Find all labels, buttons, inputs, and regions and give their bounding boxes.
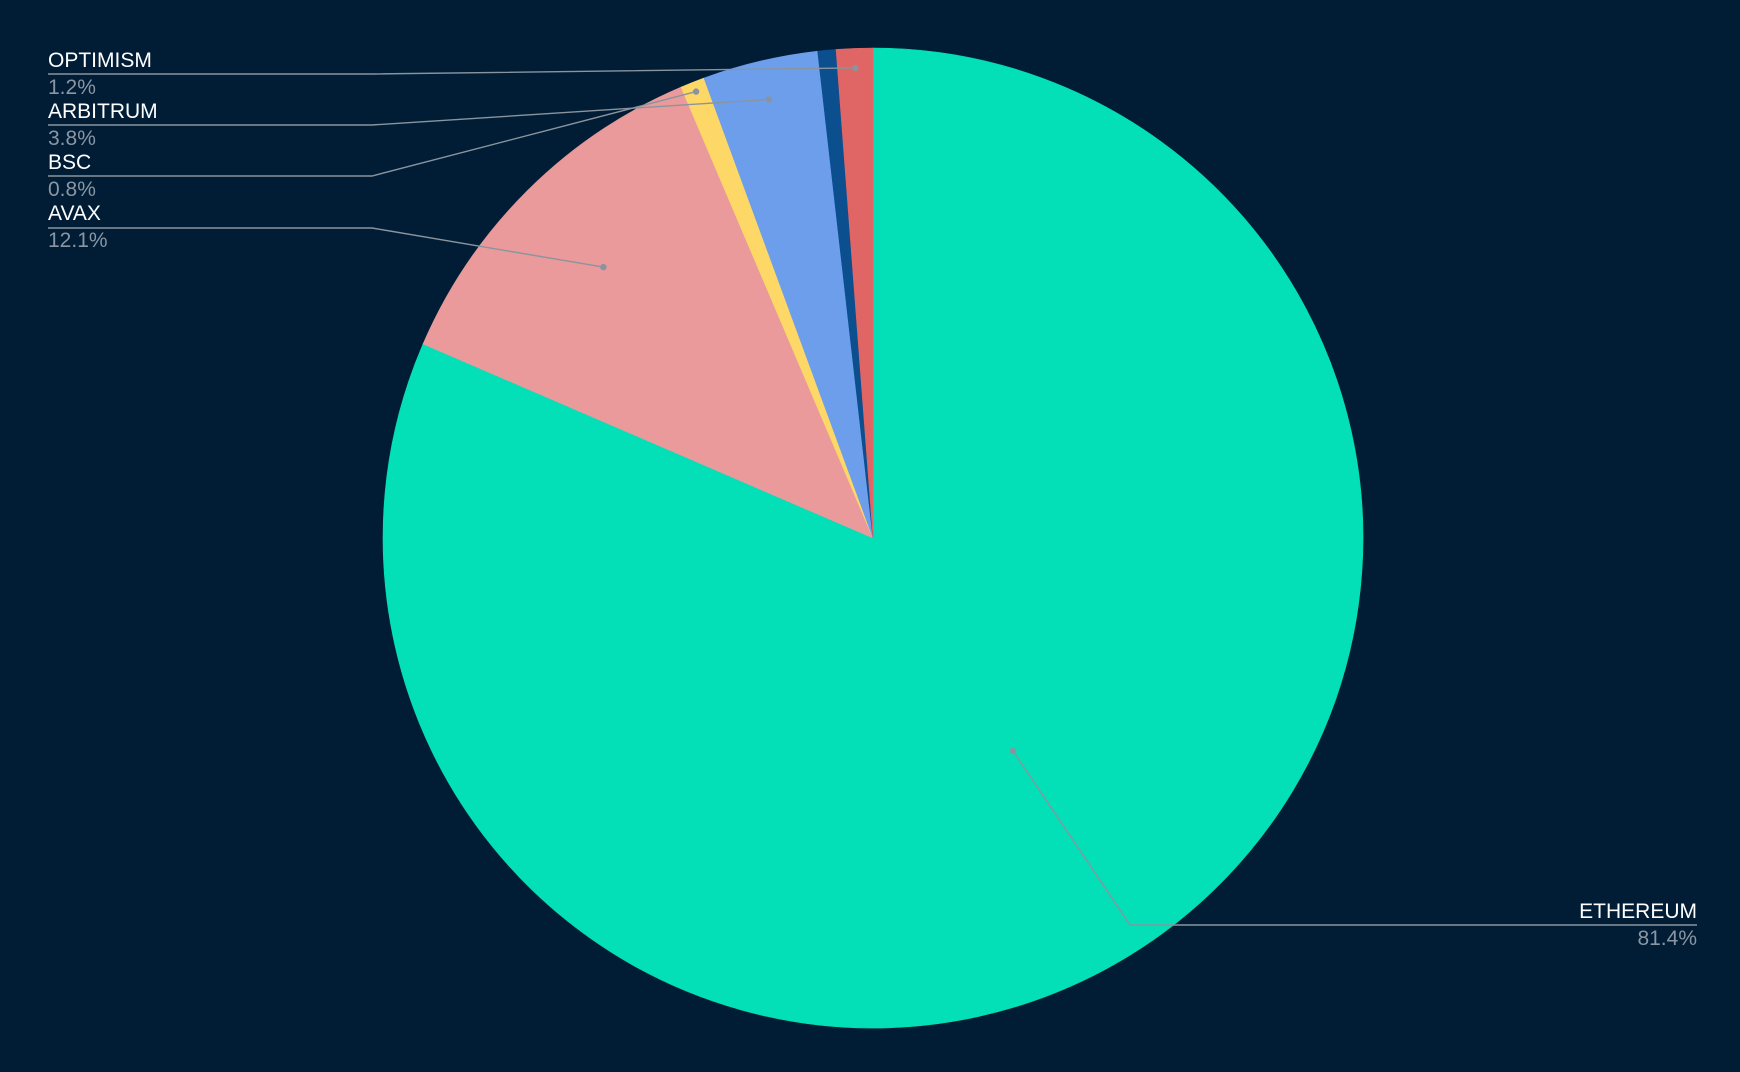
slice-percent-label-optimism: 1.2%: [48, 76, 96, 99]
leader-line-bsc: [48, 90, 697, 177]
slice-name-label-arbitrum: ARBITRUM: [48, 100, 158, 123]
leader-dot-bsc: [692, 88, 700, 95]
slice-labels: ETHEREUM 81.4% AVAX 12.1% BSC 0.8% ARBITRUM 3.8…: [48, 49, 1697, 950]
slice-percent-label-avax: 12.1%: [48, 229, 108, 252]
leader-dot-arbitrum: [765, 96, 773, 103]
pie-slice-optimism: [835, 47, 874, 539]
slice-name-label-ethereum: ETHEREUM: [1579, 900, 1697, 923]
slice-percent-label-arbitrum: 3.8%: [48, 127, 96, 150]
slice-percent-label-bsc: 0.8%: [48, 178, 96, 201]
pie-slice-ethereum: [382, 47, 1364, 1029]
leader-line-ethereum: [1012, 750, 1697, 926]
slice-name-label-bsc: BSC: [48, 151, 91, 174]
slice-percent-label-ethereum: 81.4%: [1637, 927, 1697, 950]
slice-name-label-optimism: OPTIMISM: [48, 49, 152, 72]
leader-dot-avax: [600, 263, 607, 271]
pie-slice-avax: [422, 86, 874, 539]
pie-slices: [382, 47, 1364, 1029]
leader-lines: [48, 64, 1697, 926]
leader-dot-optimism: [852, 64, 859, 72]
leader-line-arbitrum: [48, 98, 770, 126]
leader-line-optimism: [48, 67, 856, 75]
leader-line-avax: [48, 227, 604, 268]
leader-dot-ethereum: [1009, 747, 1017, 755]
slice-name-label-avax: AVAX: [48, 202, 101, 225]
